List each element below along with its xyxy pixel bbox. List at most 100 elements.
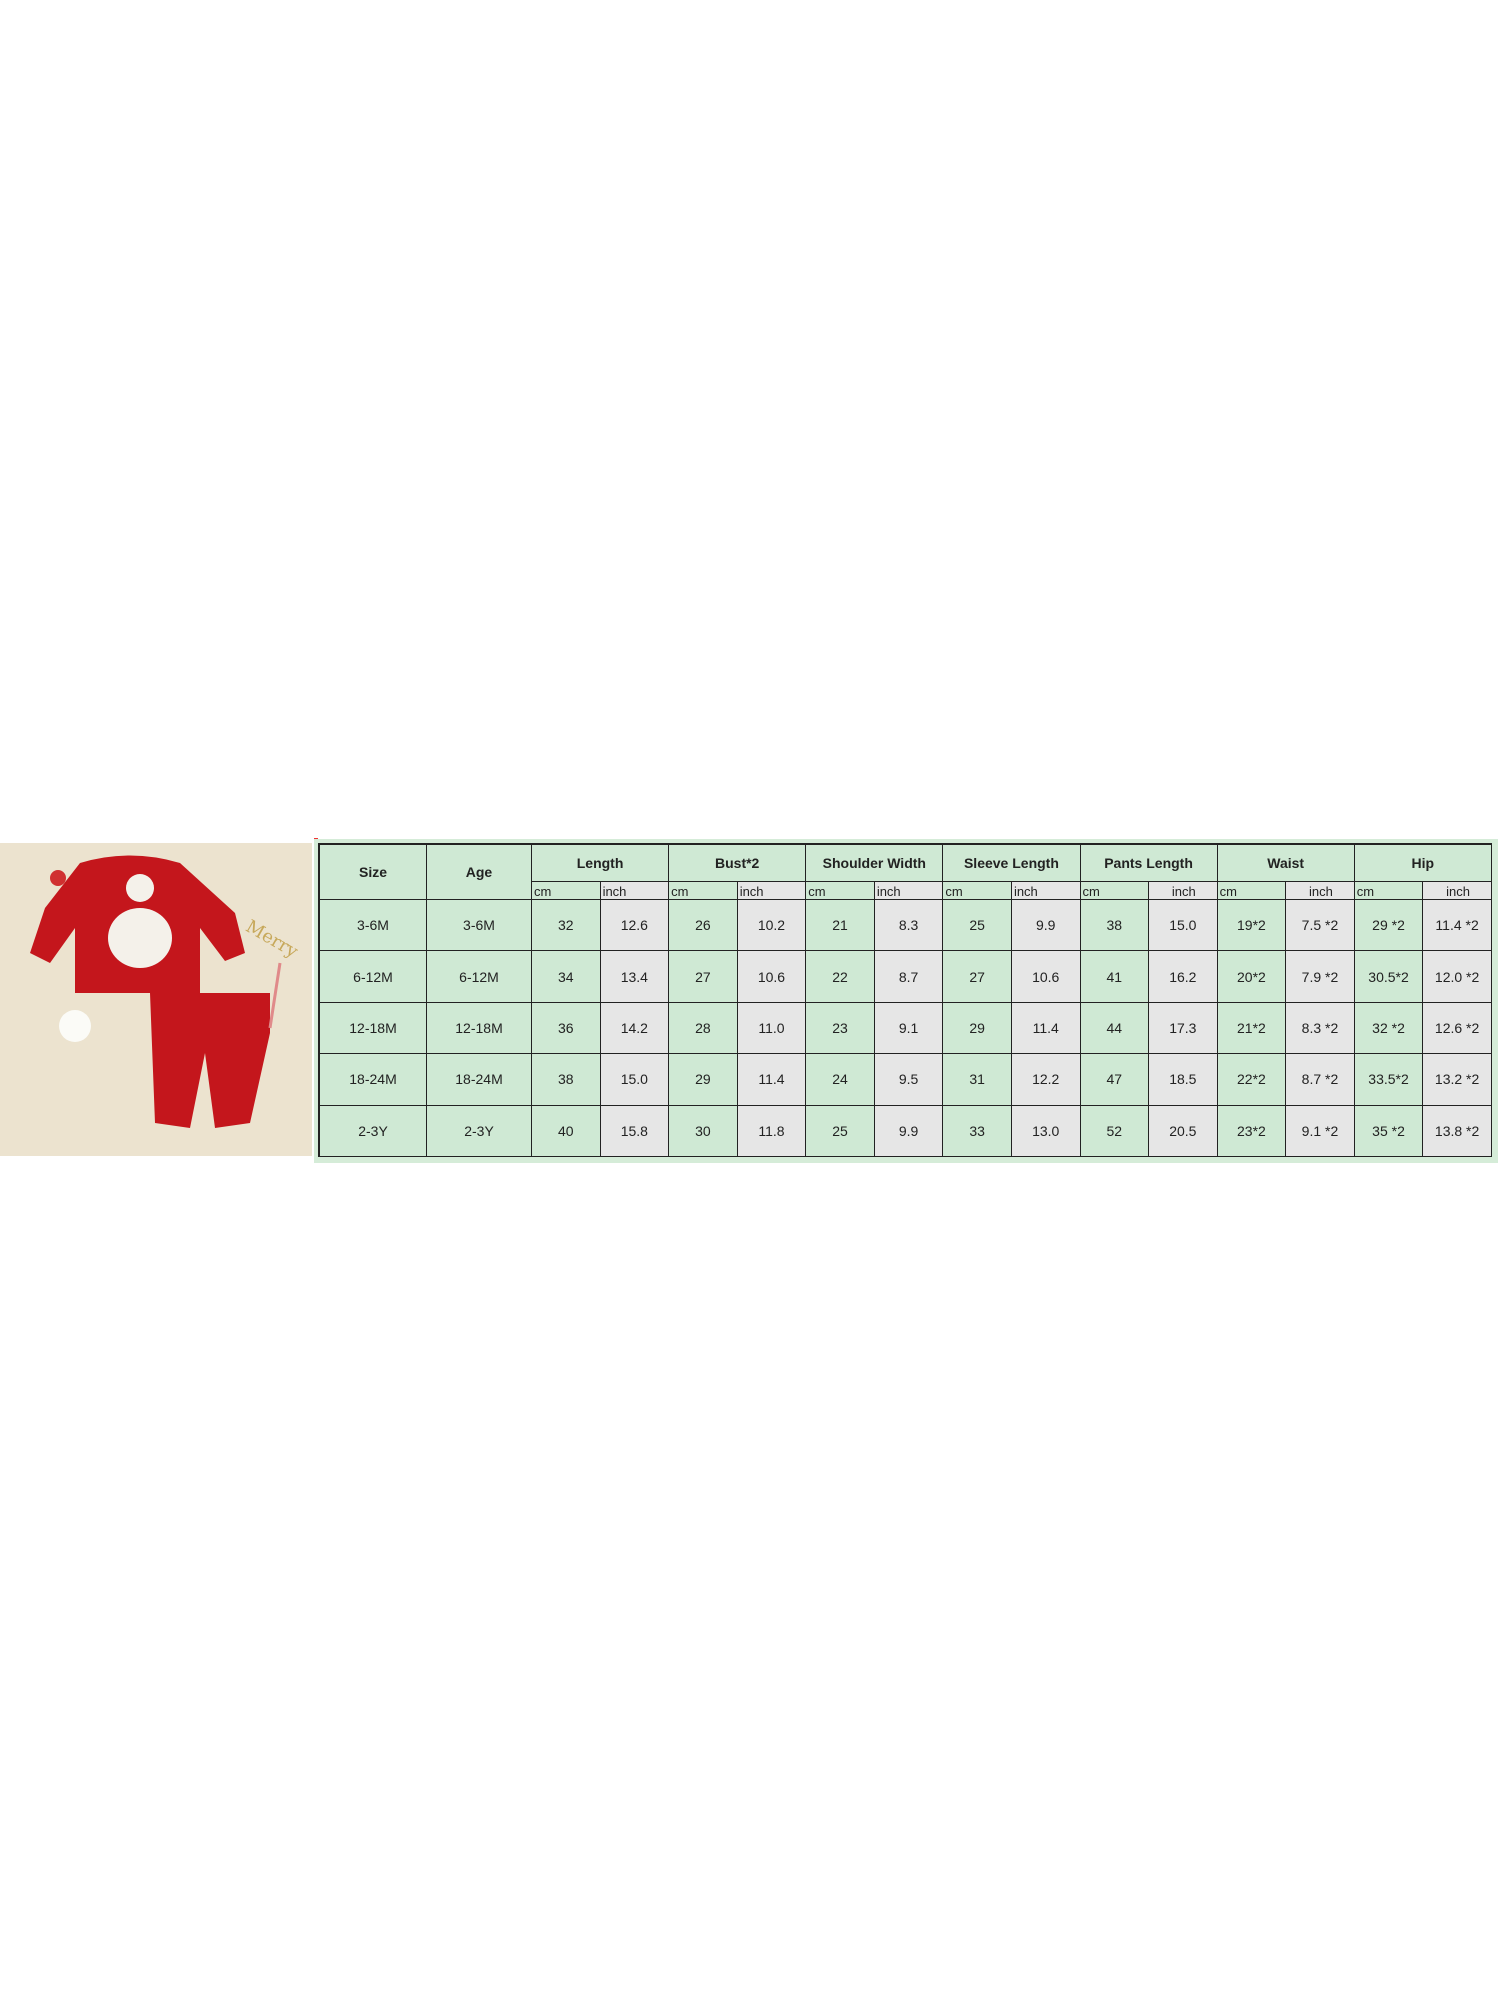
cell-value: 9.9: [1011, 900, 1081, 952]
cell-value: 29: [943, 1002, 1012, 1055]
cell-value: 11.4 *2: [1423, 900, 1492, 952]
cell-value: 9.9: [874, 1105, 944, 1157]
cell-value: 11.4: [737, 1054, 807, 1106]
cell-size: 6-12M: [320, 951, 427, 1003]
cell-value: 20*2: [1217, 951, 1287, 1003]
cell-value: 15.0: [1149, 900, 1218, 952]
cell-value: 9.1: [874, 1002, 944, 1055]
cell-value: 32 *2: [1354, 1002, 1424, 1055]
cell-value: 12.6: [600, 900, 670, 952]
cell-value: 14.2: [600, 1002, 670, 1055]
header-group: Shoulder Width: [806, 845, 944, 882]
cell-size: 3-6M: [320, 900, 427, 952]
header-group: Bust*2: [669, 845, 807, 882]
cell-value: 8.3 *2: [1286, 1002, 1355, 1055]
cell-value: 26: [669, 900, 738, 952]
unit-label: inch: [1423, 882, 1492, 900]
cell-value: 12.0 *2: [1423, 951, 1492, 1003]
cell-value: 21*2: [1217, 1002, 1287, 1055]
cell-value: 17.3: [1149, 1002, 1218, 1055]
cell-value: 13.2 *2: [1423, 1054, 1492, 1106]
cell-value: 11.8: [737, 1105, 807, 1157]
cell-value: 38: [1080, 900, 1150, 952]
header-group: Length: [532, 845, 670, 882]
unit-label: cm: [943, 882, 1012, 900]
unit-label: cm: [1217, 882, 1287, 900]
unit-label: cm: [1080, 882, 1150, 900]
cell-value: 24: [806, 1054, 875, 1106]
size-chart: Size Age Length Bust*2 Shoulder Width Sleeve …: [314, 839, 1498, 1163]
cell-value: 33.5*2: [1354, 1054, 1424, 1106]
size-table: Size Age Length Bust*2 Shoulder Width Sleeve …: [318, 843, 1492, 1157]
cell-value: 38: [532, 1054, 601, 1106]
cell-value: 34: [532, 951, 601, 1003]
header-size: Size: [320, 845, 427, 900]
cell-value: 23: [806, 1002, 875, 1055]
cell-value: 8.3: [874, 900, 944, 952]
cell-value: 8.7: [874, 951, 944, 1003]
cell-value: 36: [532, 1002, 601, 1055]
cell-value: 21: [806, 900, 875, 952]
cell-value: 19*2: [1217, 900, 1287, 952]
cell-value: 22: [806, 951, 875, 1003]
cell-value: 9.1 *2: [1286, 1105, 1355, 1157]
cell-size: 18-24M: [320, 1054, 427, 1106]
cell-value: 27: [669, 951, 738, 1003]
unit-label: inch: [737, 882, 807, 900]
cell-value: 13.0: [1011, 1105, 1081, 1157]
cell-value: 10.6: [737, 951, 807, 1003]
cell-value: 7.9 *2: [1286, 951, 1355, 1003]
cell-value: 29 *2: [1354, 900, 1424, 952]
cell-value: 9.5: [874, 1054, 944, 1106]
cell-value: 13.8 *2: [1423, 1105, 1492, 1157]
cell-value: 18.5: [1149, 1054, 1218, 1106]
cell-value: 30.5*2: [1354, 951, 1424, 1003]
cell-value: 8.7 *2: [1286, 1054, 1355, 1106]
cell-value: 28: [669, 1002, 738, 1055]
cell-age: 3-6M: [427, 900, 532, 952]
cell-value: 23*2: [1217, 1105, 1287, 1157]
unit-label: inch: [874, 882, 944, 900]
cell-value: 52: [1080, 1105, 1150, 1157]
cell-value: 15.0: [600, 1054, 670, 1106]
cell-value: 40: [532, 1105, 601, 1157]
cell-value: 11.4: [1011, 1002, 1081, 1055]
header-group: Hip: [1354, 845, 1492, 882]
unit-label: inch: [600, 882, 670, 900]
cell-age: 12-18M: [427, 1002, 532, 1055]
cell-value: 12.6 *2: [1423, 1002, 1492, 1055]
unit-label: inch: [1286, 882, 1355, 900]
cell-age: 2-3Y: [427, 1105, 532, 1157]
cell-value: 16.2: [1149, 951, 1218, 1003]
unit-label: cm: [1354, 882, 1424, 900]
cell-value: 25: [943, 900, 1012, 952]
outfit-illustration: Merry: [0, 843, 312, 1156]
product-photo: Merry: [0, 843, 312, 1156]
header-group: Sleeve Length: [943, 845, 1081, 882]
cell-value: 33: [943, 1105, 1012, 1157]
cell-value: 13.4: [600, 951, 670, 1003]
header-group: Waist: [1217, 845, 1355, 882]
cell-age: 6-12M: [427, 951, 532, 1003]
cell-value: 41: [1080, 951, 1150, 1003]
cell-value: 11.0: [737, 1002, 807, 1055]
unit-label: inch: [1011, 882, 1081, 900]
cell-value: 47: [1080, 1054, 1150, 1106]
cell-value: 25: [806, 1105, 875, 1157]
cell-value: 10.6: [1011, 951, 1081, 1003]
cell-size: 12-18M: [320, 1002, 427, 1055]
cell-value: 30: [669, 1105, 738, 1157]
cell-value: 7.5 *2: [1286, 900, 1355, 952]
cell-value: 32: [532, 900, 601, 952]
cell-value: 31: [943, 1054, 1012, 1106]
cell-size: 2-3Y: [320, 1105, 427, 1157]
cell-value: 20.5: [1149, 1105, 1218, 1157]
unit-label: inch: [1149, 882, 1218, 900]
cell-value: 15.8: [600, 1105, 670, 1157]
unit-label: cm: [806, 882, 875, 900]
cell-value: 29: [669, 1054, 738, 1106]
header-age: Age: [427, 845, 532, 900]
cell-value: 35 *2: [1354, 1105, 1424, 1157]
unit-label: cm: [532, 882, 601, 900]
cell-value: 10.2: [737, 900, 807, 952]
